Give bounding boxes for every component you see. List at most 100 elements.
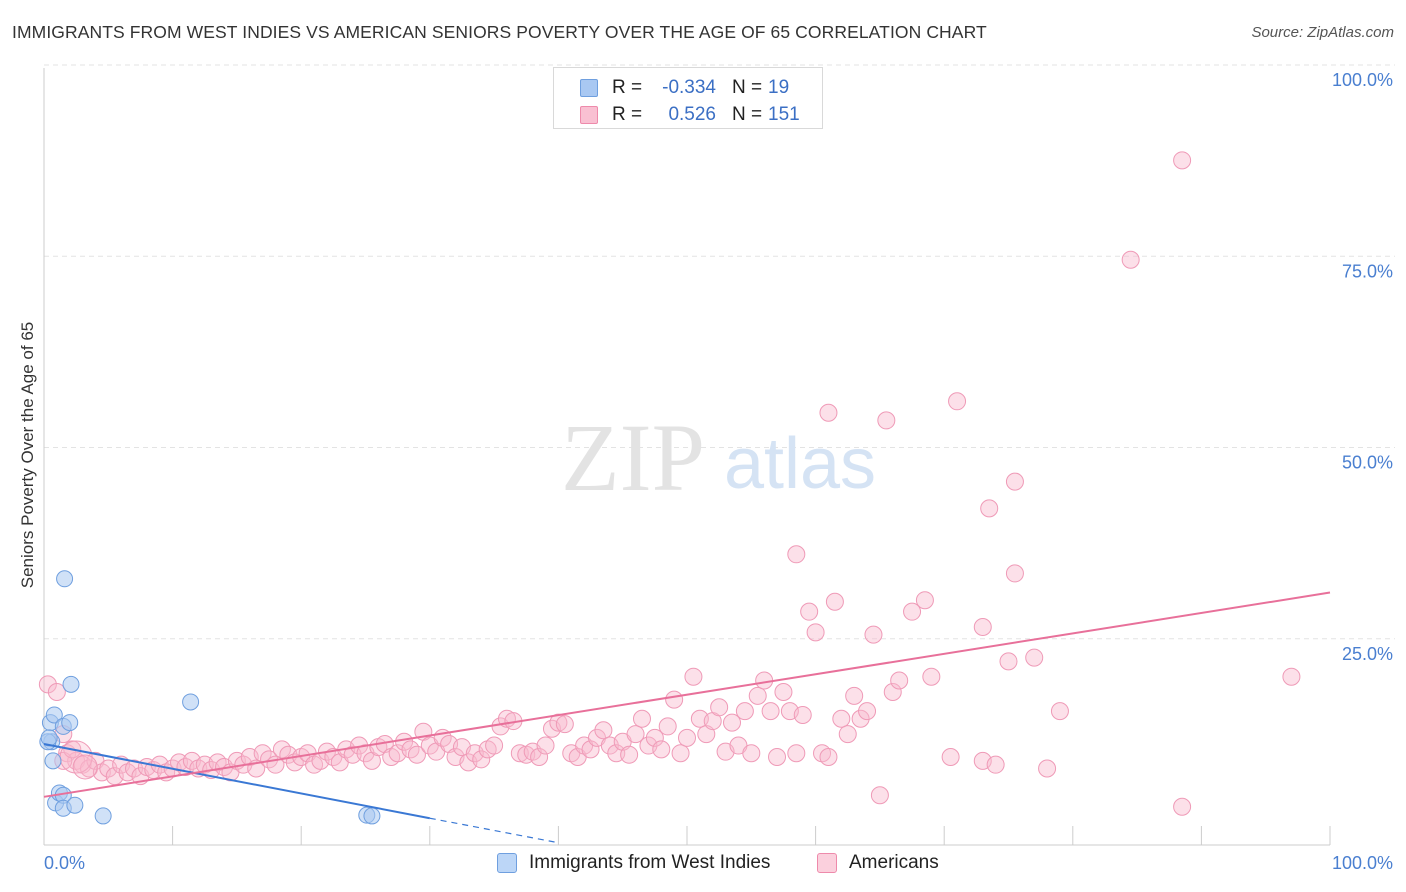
point-west-indies (45, 706, 63, 724)
point-americans (1121, 250, 1140, 269)
y-tick-label: 100.0% (1332, 70, 1393, 90)
bottom-legend-label: Immigrants from West Indies (529, 852, 771, 873)
point-americans (1038, 759, 1057, 778)
point-americans (948, 392, 967, 411)
trend-line-west-indies-extension (429, 817, 559, 844)
point-americans (607, 744, 626, 763)
trend-lines (43, 591, 1331, 844)
point-americans (819, 403, 838, 422)
point-americans (941, 748, 960, 767)
point-americans (72, 754, 98, 780)
grid-lines (44, 64, 1395, 640)
point-americans (768, 748, 787, 767)
point-americans (800, 602, 819, 621)
point-americans (864, 625, 883, 644)
point-americans (581, 740, 600, 759)
point-americans (208, 753, 227, 772)
point-americans (632, 709, 651, 728)
point-americans (883, 683, 902, 701)
point-americans (832, 709, 851, 728)
point-americans (1050, 702, 1069, 721)
point-americans (838, 725, 857, 744)
point-americans (697, 725, 716, 744)
bottom-legend-label: Americans (849, 852, 939, 873)
point-americans (761, 702, 780, 721)
bottom-legend-swatch-blue (497, 853, 517, 873)
point-americans (472, 750, 491, 769)
point-americans (38, 675, 57, 694)
y-tick-label: 75.0% (1342, 261, 1393, 281)
point-americans (851, 709, 870, 728)
point-americans (1173, 797, 1192, 816)
point-americans (1025, 648, 1044, 667)
point-americans (819, 748, 838, 767)
point-americans (658, 717, 677, 736)
point-americans (922, 667, 941, 686)
y-tick-label: 25.0% (1342, 644, 1393, 664)
y-tick-label: 50.0% (1342, 453, 1393, 473)
legend-r-value: 0.526 (668, 104, 716, 125)
point-americans (845, 686, 864, 705)
point-americans (645, 728, 664, 747)
point-americans (915, 591, 934, 610)
point-americans (343, 745, 362, 764)
legend-r-label: R = (612, 104, 643, 125)
west-indies-points (39, 570, 381, 825)
point-americans (530, 748, 549, 767)
point-americans (980, 499, 999, 518)
chart-title: IMMIGRANTS FROM WEST INDIES VS AMERICAN … (12, 22, 987, 42)
point-americans (1005, 564, 1024, 583)
point-americans (870, 786, 889, 805)
point-americans (594, 721, 613, 740)
point-west-indies (61, 714, 79, 732)
point-americans (1173, 151, 1192, 170)
point-americans (510, 744, 529, 763)
legend-r-label: R = (612, 77, 643, 98)
legend-n-label: N = (732, 77, 763, 98)
point-americans (536, 736, 555, 755)
watermark-atlas: atlas (724, 424, 876, 504)
point-west-indies (182, 693, 200, 711)
point-americans (407, 745, 426, 764)
point-americans (986, 755, 1005, 774)
legend-n-label: N = (732, 104, 763, 125)
x-tick-label: 0.0% (44, 853, 85, 873)
axes (43, 68, 1331, 846)
point-americans (903, 602, 922, 621)
point-americans (626, 725, 645, 744)
watermark-zip: ZIP (561, 404, 705, 511)
point-west-indies (62, 675, 80, 693)
point-americans (825, 592, 844, 611)
point-west-indies (56, 570, 74, 588)
point-west-indies (44, 752, 62, 770)
point-americans (806, 623, 825, 642)
point-americans (125, 759, 144, 778)
point-americans (684, 667, 703, 686)
trend-line-americans (43, 591, 1331, 798)
point-americans (793, 705, 812, 724)
source-label: Source: ZipAtlas.com (1251, 24, 1394, 41)
point-americans (858, 702, 877, 721)
point-americans (742, 744, 761, 763)
point-americans (47, 683, 66, 701)
point-americans (710, 698, 729, 717)
legend-n-value: 151 (768, 104, 800, 125)
point-americans (877, 411, 896, 430)
point-americans (1005, 472, 1024, 491)
point-americans (774, 683, 793, 701)
legend-row-west-indies: R = -0.334 N = 19 (554, 74, 824, 102)
point-americans (748, 686, 767, 705)
point-americans (485, 736, 504, 755)
point-americans (973, 617, 992, 636)
correlation-legend: R = -0.334 N = 19 R = 0.526 N = 151 (553, 67, 823, 129)
legend-swatch-blue (580, 79, 598, 97)
point-west-indies (40, 729, 58, 747)
legend-n-value: 19 (768, 77, 790, 98)
point-americans (787, 545, 806, 564)
y-axis-label: Seniors Poverty Over the Age of 65 (18, 321, 37, 589)
trend-line-west-indies (43, 743, 430, 820)
point-americans (1282, 667, 1301, 686)
point-americans (890, 671, 909, 690)
legend-r-value: -0.334 (662, 77, 716, 98)
